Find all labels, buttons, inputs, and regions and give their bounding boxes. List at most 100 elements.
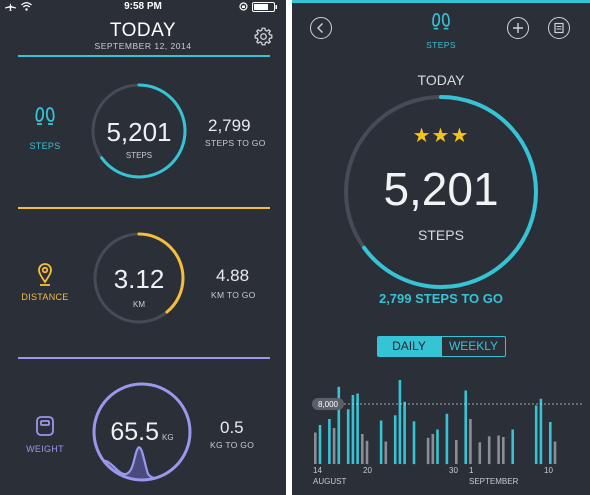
weight-unit: KG — [162, 433, 174, 442]
distance-togo-value: 4.88 — [216, 266, 250, 285]
axis-label-day: 30 — [449, 466, 458, 475]
footprints-icon — [432, 13, 450, 30]
accent-bar — [292, 0, 590, 3]
rating-stars: ★★★ — [412, 125, 470, 147]
list-button[interactable] — [548, 17, 570, 39]
chevron-left-icon — [317, 23, 323, 33]
weight-togo-value: 0.5 — [220, 418, 244, 437]
footprints-icon — [35, 107, 55, 125]
screen-title: STEPS — [426, 40, 456, 50]
weight-value-row: 65.5 KG — [90, 418, 194, 447]
chart-bar — [436, 429, 439, 464]
tab-daily[interactable]: DAILY — [377, 336, 441, 357]
chart-bar — [464, 390, 467, 464]
distance-progress-arc — [93, 232, 185, 324]
wifi-icon — [21, 2, 32, 11]
daily-steps-chart: 8,000 — [312, 380, 582, 465]
chart-bar — [356, 393, 359, 464]
chart-bar — [379, 420, 383, 464]
axis-label-day: 14 — [313, 466, 322, 475]
page-title: TODAY — [109, 20, 177, 41]
plus-icon — [513, 23, 523, 33]
steps-label: STEPS — [29, 141, 61, 151]
status-time: 9:58 PM — [124, 1, 162, 12]
scale-icon — [36, 416, 54, 436]
steps-divider — [18, 55, 270, 57]
chart-bar — [549, 422, 552, 464]
location-pin-icon — [38, 263, 52, 286]
chart-bar — [412, 421, 416, 465]
chart-bar — [511, 429, 514, 464]
chart-bar — [328, 419, 331, 464]
gear-icon[interactable] — [253, 26, 274, 47]
weight-ring-graphic — [92, 382, 192, 482]
steps-ring: 5,201 STEPS — [88, 80, 190, 182]
chart-bar — [502, 437, 505, 464]
steps-togo-value: 2,799 — [208, 116, 251, 135]
chart-bar — [487, 436, 491, 465]
axis-label-month: AUGUST — [313, 477, 347, 486]
axis-label-day: 20 — [363, 466, 372, 475]
axis-label-month: SEPTEMBER — [469, 477, 519, 486]
chart-bar — [346, 409, 350, 464]
chart-bar — [539, 398, 543, 465]
chart-bar — [431, 434, 435, 464]
chart-bar — [398, 380, 402, 464]
tab-weekly[interactable]: WEEKLY — [441, 336, 506, 357]
add-button[interactable] — [507, 17, 529, 39]
distance-value: 3.12 — [113, 264, 165, 294]
steps-big-ring — [342, 93, 540, 291]
distance-unit: KM — [133, 300, 145, 309]
chart-bar — [337, 386, 341, 465]
distance-ring: 3.12 KM — [91, 230, 187, 326]
chart-bar — [497, 435, 500, 464]
chart-bar — [445, 413, 449, 465]
chart-bar — [318, 425, 322, 464]
chart-bar — [365, 440, 369, 465]
steps-big-progress-arc — [344, 95, 538, 289]
steps-unit: STEPS — [125, 151, 153, 160]
axis-label-day: 1 — [469, 466, 474, 475]
weight-label: WEIGHT — [26, 444, 64, 454]
chart-bar — [455, 440, 458, 464]
today-dashboard-screen: 9:58 PM TODAY SEPTEMBER 12, 2014 — [0, 0, 286, 495]
steps-big-value: 5,201 — [383, 163, 499, 215]
chart-bar — [534, 405, 538, 464]
chart-bar — [553, 441, 557, 464]
battery-icon — [252, 2, 277, 12]
weight-togo-label: KG TO GO — [210, 440, 255, 450]
target-badge — [312, 398, 344, 410]
steps-progress-arc — [91, 83, 187, 179]
back-button[interactable] — [310, 17, 332, 39]
weight-ring: 65.5 KG — [90, 378, 194, 486]
steps-big-unit: STEPS — [418, 227, 464, 243]
steps-to-go: 2,799 STEPS TO GO — [378, 291, 504, 306]
steps-value: 5,201 — [106, 117, 172, 147]
chart-bar — [314, 432, 317, 464]
distance-ring-graphic — [93, 232, 185, 324]
chart-bar — [332, 428, 336, 464]
steps-big-ring-graphic — [344, 95, 538, 289]
chart-bar — [469, 419, 472, 464]
chart-bar — [478, 442, 482, 465]
weight-divider — [18, 357, 270, 359]
chart-bar — [403, 401, 406, 465]
chart-bar — [393, 415, 397, 465]
chart-bar — [351, 395, 355, 464]
chart-bar — [361, 434, 364, 464]
list-icon — [554, 22, 564, 34]
chart-bar — [426, 437, 430, 465]
distance-divider — [18, 207, 270, 209]
axis-label-day: 10 — [544, 466, 553, 475]
weight-value: 65.5 — [110, 418, 160, 446]
steps-ring-graphic — [91, 83, 187, 179]
distance-togo-label: KM TO GO — [211, 290, 256, 300]
page-date: SEPTEMBER 12, 2014 — [94, 41, 192, 51]
chart-bar — [384, 441, 388, 464]
rotation-lock-icon — [239, 2, 248, 11]
steps-togo-label: STEPS TO GO — [205, 138, 266, 148]
target-label: 8,000 — [318, 400, 339, 409]
today-label: TODAY — [417, 72, 465, 88]
airplane-mode-icon — [5, 3, 16, 11]
steps-detail-screen: STEPS TODAY ★★★ 5,201 STEPS 2,799 STEPS … — [292, 0, 590, 495]
